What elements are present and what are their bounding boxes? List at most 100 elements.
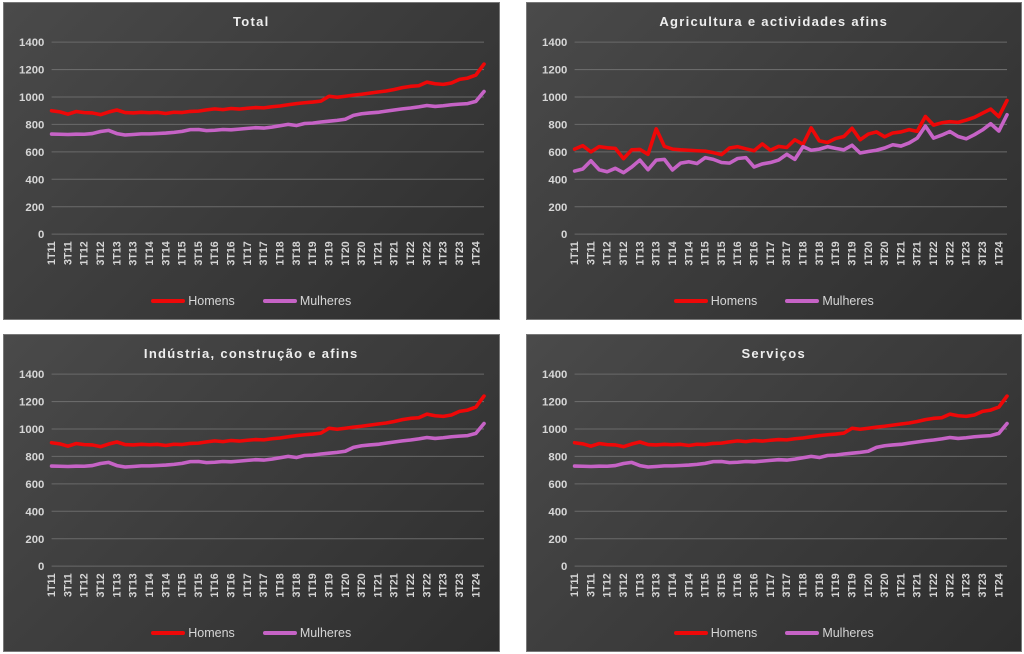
svg-text:800: 800	[548, 452, 567, 464]
svg-text:3T18: 3T18	[813, 573, 825, 597]
legend-item-mulheres: Mulheres	[785, 626, 874, 640]
svg-text:3T19: 3T19	[846, 573, 858, 597]
chart-title-agricultura: Agricultura e actividades afins	[659, 14, 889, 29]
chart-plot-total: 0 200 400 600 800 1000 1200 1400 1T11 3T11 1T12 3T1…	[4, 34, 499, 288]
svg-text:1T16: 1T16	[732, 573, 744, 597]
legend-item-mulheres: Mulheres	[785, 294, 874, 308]
svg-text:1000: 1000	[19, 424, 44, 436]
svg-text:3T12: 3T12	[95, 573, 107, 597]
svg-text:3T20: 3T20	[879, 241, 891, 265]
svg-text:0: 0	[561, 229, 567, 241]
chart-panel-total: Total 0 200 400 600 800 1000 1200 1400 1T11 3T11 1…	[3, 2, 500, 320]
legend-item-homens: Homens	[151, 626, 235, 640]
svg-text:1T13: 1T13	[111, 573, 123, 597]
svg-text:1T21: 1T21	[895, 573, 907, 597]
line-chart-total: 0 200 400 600 800 1000 1200 1400 1T11 3T11 1T12 3T1…	[19, 37, 486, 266]
svg-text:3T16: 3T16	[225, 573, 237, 597]
legend-label-homens: Homens	[188, 626, 235, 640]
chart-legend: Homens Mulheres	[527, 288, 1022, 314]
svg-text:1T23: 1T23	[438, 573, 450, 597]
svg-text:3T16: 3T16	[225, 241, 237, 265]
mulheres-line-swatch	[262, 299, 297, 303]
svg-text:3T12: 3T12	[95, 241, 107, 265]
svg-text:1200: 1200	[542, 65, 567, 77]
svg-text:1200: 1200	[19, 397, 44, 409]
chart-panel-agricultura: Agricultura e actividades afins 0 200 400 6…	[525, 2, 1022, 320]
legend-label-mulheres: Mulheres	[299, 294, 352, 308]
svg-text:1T16: 1T16	[732, 241, 744, 265]
svg-text:3T22: 3T22	[421, 573, 433, 597]
svg-text:1T19: 1T19	[307, 573, 319, 597]
svg-text:3T15: 3T15	[193, 573, 205, 597]
chart-plot-agricultura: 0 200 400 600 800 1000 1200 1400 1T11 3T11 1T12 3T1…	[527, 34, 1022, 288]
svg-text:3T14: 3T14	[160, 573, 172, 597]
svg-text:3T21: 3T21	[389, 573, 401, 597]
homens-line-swatch	[151, 631, 186, 635]
svg-text:1T20: 1T20	[862, 241, 874, 265]
chart-legend: Homens Mulheres	[4, 620, 499, 646]
svg-text:3T13: 3T13	[650, 241, 662, 265]
line-chart-servicos: 0 200 400 600 800 1000 1200 1400 1T11 3T11 1T12 3T1…	[542, 369, 1009, 598]
mulheres-line-swatch	[785, 299, 820, 303]
svg-text:1400: 1400	[542, 369, 567, 381]
svg-text:3T19: 3T19	[323, 241, 335, 265]
svg-text:200: 200	[25, 202, 44, 214]
svg-text:3T11: 3T11	[62, 241, 74, 265]
svg-text:3T21: 3T21	[911, 573, 923, 597]
svg-text:3T11: 3T11	[62, 573, 74, 597]
svg-text:1T18: 1T18	[797, 573, 809, 597]
svg-text:1T12: 1T12	[601, 241, 613, 265]
svg-text:0: 0	[561, 561, 567, 573]
svg-text:600: 600	[548, 479, 567, 491]
svg-text:3T17: 3T17	[258, 573, 270, 597]
chart-legend: Homens Mulheres	[527, 620, 1022, 646]
svg-text:1T11: 1T11	[46, 573, 58, 597]
chart-plot-industria: 0 200 400 600 800 1000 1200 1400 1T11 3T11 1T12 3T1…	[4, 366, 499, 620]
svg-text:3T11: 3T11	[585, 573, 597, 597]
svg-text:1T23: 1T23	[960, 573, 972, 597]
chart-legend: Homens Mulheres	[4, 288, 499, 314]
svg-text:3T13: 3T13	[128, 241, 140, 265]
svg-text:1T15: 1T15	[177, 241, 189, 265]
svg-text:3T18: 3T18	[291, 241, 303, 265]
svg-text:3T17: 3T17	[781, 573, 793, 597]
legend-label-homens: Homens	[710, 294, 758, 308]
svg-text:1200: 1200	[19, 65, 44, 77]
svg-text:3T20: 3T20	[356, 573, 368, 597]
svg-text:3T23: 3T23	[976, 573, 988, 597]
svg-text:800: 800	[25, 452, 44, 464]
svg-text:1T20: 1T20	[862, 573, 874, 597]
svg-text:1T14: 1T14	[666, 573, 678, 597]
svg-text:1T20: 1T20	[340, 573, 352, 597]
svg-text:1T19: 1T19	[307, 241, 319, 265]
svg-text:1T19: 1T19	[830, 241, 842, 265]
svg-text:1T24: 1T24	[993, 241, 1005, 265]
svg-text:1T23: 1T23	[960, 241, 972, 265]
svg-text:1T13: 1T13	[634, 241, 646, 265]
svg-text:3T15: 3T15	[193, 241, 205, 265]
svg-text:1T11: 1T11	[568, 241, 580, 265]
chart-panel-servicos: Serviços 0 200 400 600 800 1000 1200 1400 1T11 3T…	[525, 334, 1022, 652]
homens-line-swatch	[151, 299, 186, 303]
svg-text:1T12: 1T12	[79, 241, 91, 265]
svg-text:1000: 1000	[19, 92, 44, 104]
svg-text:400: 400	[25, 506, 44, 518]
svg-text:3T20: 3T20	[356, 241, 368, 265]
svg-text:400: 400	[548, 174, 567, 186]
svg-text:800: 800	[25, 120, 44, 132]
svg-text:1T19: 1T19	[830, 573, 842, 597]
svg-text:3T21: 3T21	[911, 241, 923, 265]
line-chart-agricultura: 0 200 400 600 800 1000 1200 1400 1T11 3T11 1T12 3T1…	[542, 37, 1009, 266]
mulheres-line-swatch	[785, 631, 820, 635]
svg-text:3T20: 3T20	[879, 573, 891, 597]
svg-text:1T13: 1T13	[111, 241, 123, 265]
svg-text:1T14: 1T14	[144, 573, 156, 597]
svg-text:3T18: 3T18	[813, 241, 825, 265]
svg-text:1400: 1400	[542, 37, 567, 49]
chart-title-servicos: Serviços	[741, 346, 807, 361]
svg-text:1T23: 1T23	[438, 241, 450, 265]
legend-item-homens: Homens	[151, 294, 235, 308]
svg-text:1000: 1000	[542, 92, 567, 104]
svg-text:1T16: 1T16	[209, 573, 221, 597]
svg-text:3T19: 3T19	[323, 573, 335, 597]
